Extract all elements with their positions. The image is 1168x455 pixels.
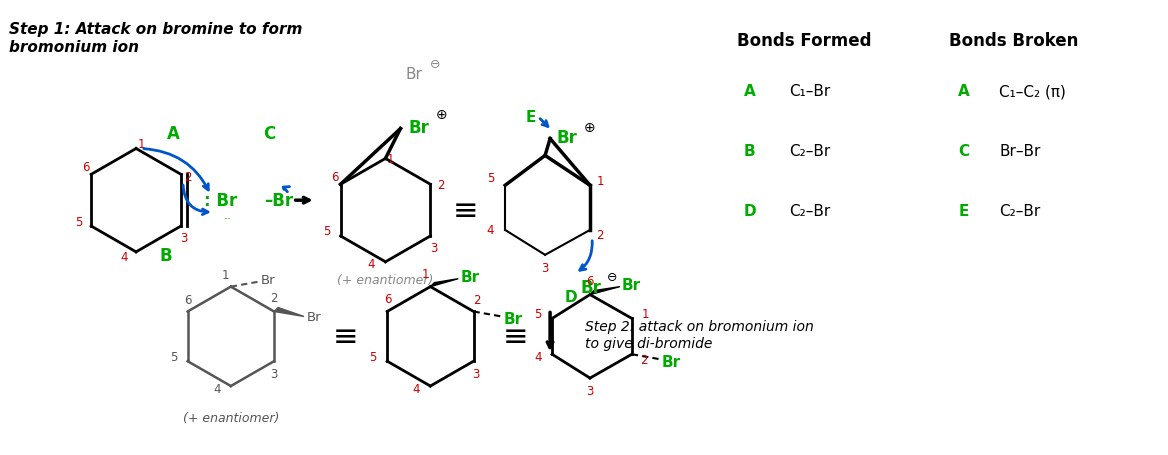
Text: Bonds Formed: Bonds Formed	[737, 32, 871, 50]
Text: 4: 4	[487, 224, 494, 237]
Text: 5: 5	[535, 307, 542, 320]
Text: ⊖: ⊖	[607, 271, 618, 283]
Text: 6: 6	[183, 293, 192, 306]
Text: 2: 2	[596, 229, 604, 242]
Text: D: D	[743, 203, 756, 218]
Text: E: E	[526, 110, 535, 125]
Text: 5: 5	[487, 172, 495, 184]
Text: 1: 1	[387, 152, 395, 166]
Text: : Br: : Br	[204, 192, 237, 210]
Text: Br: Br	[260, 273, 276, 287]
Text: 3: 3	[180, 232, 188, 245]
Text: 3: 3	[472, 367, 479, 380]
Text: 3: 3	[430, 242, 437, 255]
Text: Step 2: attack on bromonium ion
to give di-bromide: Step 2: attack on bromonium ion to give …	[585, 320, 814, 350]
Text: B: B	[160, 246, 173, 264]
Text: Br: Br	[662, 354, 681, 369]
Text: 1: 1	[642, 307, 649, 320]
Polygon shape	[590, 287, 620, 295]
Text: C₁–Br: C₁–Br	[790, 84, 830, 99]
Text: Br: Br	[556, 128, 577, 146]
Text: 2: 2	[185, 171, 192, 183]
Text: 6: 6	[331, 171, 339, 183]
Text: ⊕: ⊕	[436, 107, 447, 121]
Text: A: A	[167, 124, 180, 142]
Text: Bonds Broken: Bonds Broken	[950, 32, 1079, 50]
Text: 3: 3	[586, 384, 593, 398]
Text: C: C	[263, 124, 274, 142]
Text: 2: 2	[640, 353, 647, 366]
Text: 2: 2	[437, 178, 444, 192]
Text: C₂–Br: C₂–Br	[999, 203, 1041, 218]
Text: C₂–Br: C₂–Br	[790, 144, 830, 159]
Text: 3: 3	[270, 367, 278, 380]
Text: Br: Br	[307, 310, 321, 323]
Text: 4: 4	[120, 251, 127, 264]
Text: 1: 1	[422, 268, 429, 281]
Text: Br: Br	[621, 278, 641, 293]
Text: Br: Br	[580, 278, 600, 296]
Text: 6: 6	[83, 161, 90, 173]
Text: Br: Br	[409, 118, 430, 136]
Text: E: E	[959, 203, 969, 218]
Text: ⊕: ⊕	[584, 121, 596, 134]
Text: 5: 5	[369, 350, 377, 363]
Text: 1: 1	[596, 174, 604, 187]
Text: 4: 4	[534, 350, 542, 363]
Text: ··: ··	[224, 212, 232, 225]
Text: 3: 3	[542, 262, 549, 275]
Text: 4: 4	[213, 382, 221, 394]
Text: 6: 6	[384, 293, 392, 305]
Text: Br: Br	[405, 67, 423, 82]
Text: (+ enantiomer): (+ enantiomer)	[182, 411, 279, 425]
Polygon shape	[430, 279, 458, 287]
Text: 4: 4	[412, 382, 420, 394]
Text: C: C	[959, 144, 969, 159]
Text: Br: Br	[503, 311, 522, 326]
Text: D: D	[565, 289, 578, 304]
Text: ⊖: ⊖	[430, 58, 440, 71]
Text: C₂–Br: C₂–Br	[790, 203, 830, 218]
Text: Step 1: Attack on bromine to form
bromonium ion: Step 1: Attack on bromine to form bromon…	[9, 22, 303, 55]
Text: ≡: ≡	[333, 322, 359, 351]
Polygon shape	[274, 308, 304, 317]
Text: 4: 4	[368, 258, 375, 271]
Text: ≡: ≡	[502, 322, 528, 351]
Text: 5: 5	[322, 225, 331, 238]
Text: Br–Br: Br–Br	[999, 144, 1041, 159]
Text: –Br: –Br	[264, 192, 293, 210]
Text: 2: 2	[270, 291, 278, 304]
Text: 6: 6	[586, 274, 593, 288]
Text: A: A	[744, 84, 756, 99]
Text: 5: 5	[76, 215, 83, 228]
Text: ≡: ≡	[452, 196, 478, 225]
Text: 2: 2	[473, 293, 480, 306]
Text: (+ enantiomer): (+ enantiomer)	[338, 273, 433, 287]
Text: A: A	[958, 84, 969, 99]
Text: 5: 5	[171, 350, 178, 363]
Text: C₁–C₂ (π): C₁–C₂ (π)	[999, 84, 1066, 99]
Text: B: B	[744, 144, 756, 159]
Text: 1: 1	[138, 138, 145, 151]
Text: 1: 1	[222, 268, 230, 282]
Text: Br: Br	[460, 270, 479, 284]
